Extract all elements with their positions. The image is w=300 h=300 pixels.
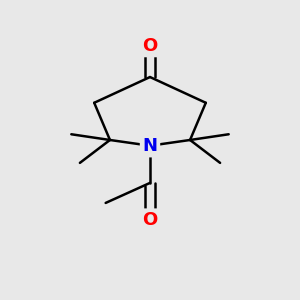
Text: N: N: [142, 137, 158, 155]
Text: O: O: [142, 37, 158, 55]
Text: O: O: [142, 211, 158, 229]
